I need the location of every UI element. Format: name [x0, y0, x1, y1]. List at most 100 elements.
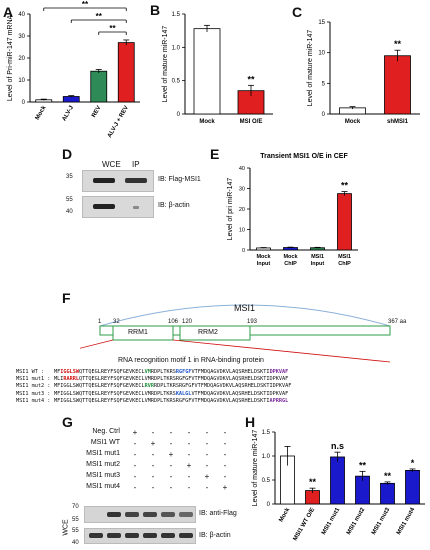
blot-g-side-label: WCE	[62, 519, 70, 536]
condition-mark: -	[169, 461, 173, 470]
diagram-pos: 193	[247, 319, 258, 325]
sequence-segment: RDPLTKRS	[150, 369, 176, 375]
condition-mark: -	[169, 472, 173, 481]
blot-band	[143, 512, 157, 517]
condition-mark: -	[169, 439, 173, 448]
bar	[117, 42, 135, 103]
diagram-pos: 120	[182, 319, 193, 325]
blot-d-membrane-flag	[82, 170, 154, 192]
blot-g-marker: 40	[72, 540, 79, 546]
panel-letter-h: H	[245, 414, 256, 430]
chart-e: 0 10 20 30 40 Level of pri miR-147 Transient M…	[227, 153, 358, 267]
significance-mark: **	[109, 24, 116, 33]
y-axis-label: Level of Pri-miR-147 mRNA	[7, 14, 14, 101]
blot-band	[107, 512, 121, 517]
x-tick-label: MSI1 mut3	[371, 506, 392, 536]
x-tick-label: Mock	[278, 506, 291, 523]
sequence-segment: MLI	[54, 376, 64, 383]
sequence-segment: MFIGGLSWQTTQEGLREYFSQFGEVKECLVMRDPLTKRS	[54, 390, 176, 397]
panel-letter-g: G	[62, 414, 73, 430]
sequence-segment: MFIGGLSWQTTQEGLREYFSQFGEVKECLVMRDPLTKRSR…	[54, 397, 270, 404]
y-axis-label: Level of mature miR-147	[252, 430, 259, 507]
condition-mark: +	[150, 439, 156, 448]
significance-mark: **	[309, 477, 317, 487]
significance-mark: **	[96, 12, 103, 21]
blot-band	[107, 533, 121, 538]
blot-band	[125, 178, 147, 183]
panel-letter-f: F	[62, 290, 71, 306]
blot-band	[161, 512, 175, 517]
condition-mark: -	[133, 472, 137, 481]
blot-d-label-flag: IB: Flag-MSI1	[158, 176, 201, 183]
x-tick-label: MSI1 mut1	[321, 506, 342, 536]
sequence-segment: QTTQEGLREYFSQFGEVKECL	[79, 369, 145, 375]
condition-mark: +	[222, 483, 228, 492]
blot-g-label-flag: IB: anti-Flag	[199, 510, 237, 517]
significance-mark: **	[394, 39, 402, 49]
condition-mark: +	[186, 461, 192, 470]
y-tick-label: 20	[239, 207, 245, 213]
sequence-alignment: MSI1 WT : MFIGGLSWQTTQEGLREYFSQFGEVKECLVM…	[16, 369, 426, 405]
y-tick-label: 1.5	[172, 12, 181, 18]
sequence-name: MSI1 WT :	[16, 369, 45, 375]
y-axis-label: Level of pri miR-147	[227, 178, 234, 241]
blot-d-marker: 35	[66, 174, 73, 180]
x-tick-label: MSI1	[338, 254, 351, 260]
significance-mark: n.s	[331, 441, 344, 451]
panel-letter-e: E	[210, 146, 220, 162]
sequence-segment: VTFMDQAGVDKVLAQSRHELDSKTIDPKVAF	[191, 390, 289, 397]
condition-mark: -	[223, 439, 227, 448]
blot-band	[93, 178, 115, 183]
condition-mark: -	[205, 461, 209, 470]
x-tick-label: Input	[257, 261, 271, 267]
domain-diagram	[80, 304, 391, 363]
condition-label: MSI1 mut4	[86, 483, 120, 490]
significance-mark: **	[247, 74, 255, 84]
condition-label: MSI1 mut2	[86, 461, 120, 468]
condition-mark: -	[223, 461, 227, 470]
x-tick-label: MSI1 WT O/E	[293, 507, 317, 542]
y-tick-label: 1.5	[262, 430, 271, 436]
condition-mark: +	[204, 472, 210, 481]
blot-g-marker: 70	[72, 504, 79, 510]
y-tick-label: 40	[18, 12, 25, 18]
condition-mark: -	[223, 450, 227, 459]
sequence-segment: DPKVAF	[269, 369, 289, 375]
sequence-row: MSI1 mut2 : MFIGGLSWQTTQEGLREYFSQFGEVKECL…	[16, 383, 426, 390]
x-tick-label: shMSI1	[387, 119, 409, 125]
blot-band	[143, 533, 157, 538]
sequence-segment: IGGLSW	[60, 369, 79, 375]
panel-letter-d: D	[62, 146, 73, 162]
bar	[90, 70, 108, 103]
chart-c: 0 5 10 15 Level of mature miR-147 Mock shMSI1 *…	[307, 20, 420, 125]
x-tick-label: MSI O/E	[240, 119, 263, 125]
sequence-segment: MF	[54, 369, 61, 375]
blot-d-lane-wce: WCE	[102, 160, 121, 169]
blot-g-marker: 55	[72, 517, 79, 523]
condition-mark: -	[187, 439, 191, 448]
condition-mark: -	[133, 461, 137, 470]
condition-mark: -	[133, 439, 137, 448]
y-tick-label: 0	[267, 502, 271, 508]
condition-label: Neg. Ctrl	[92, 428, 120, 435]
significance-mark: **	[384, 471, 392, 481]
x-tick-label: Input	[311, 261, 325, 267]
diagram-pos: 367 aa	[388, 319, 407, 325]
x-tick-label: MSI1 mut2	[346, 506, 367, 536]
x-tick-label: Mock	[256, 254, 271, 260]
bar	[193, 28, 221, 115]
blot-d-marker: 40	[66, 209, 73, 215]
significance-mark: **	[359, 460, 367, 470]
x-tick-label: ALV-J	[62, 105, 75, 122]
condition-mark: -	[205, 428, 209, 437]
blot-g-marker: 55	[72, 528, 79, 534]
chart-b: 0 0.5 1.0 1.5 Level of mature miR-147 Mock MSI…	[162, 12, 273, 125]
y-axis-label: Level of mature miR-147	[307, 30, 314, 107]
x-tick-label: ChIP	[284, 261, 297, 267]
condition-mark: -	[169, 483, 173, 492]
blot-d-membrane-actin	[82, 196, 154, 218]
x-tick-label: Mock	[283, 254, 298, 260]
condition-mark: -	[205, 450, 209, 459]
diagram-pos: 32	[113, 319, 120, 325]
